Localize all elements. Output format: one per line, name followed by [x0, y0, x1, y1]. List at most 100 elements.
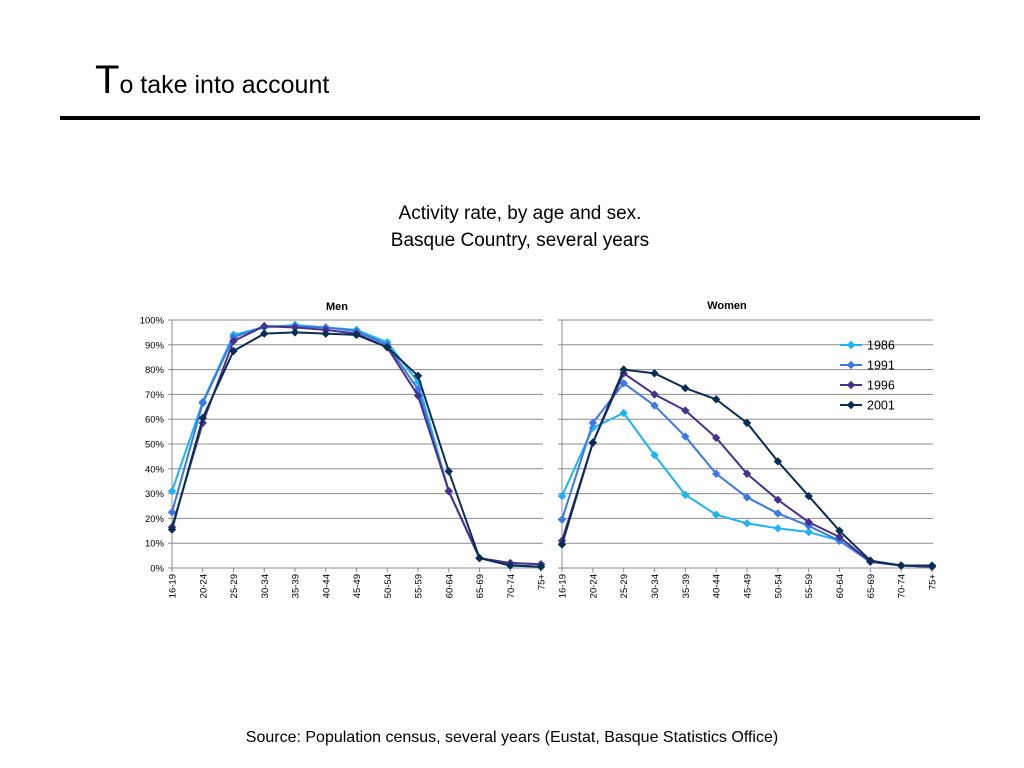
men-series-2001-point	[198, 413, 207, 423]
women-x-tick-label: 25-29	[619, 574, 630, 598]
women-series-2001-point	[866, 556, 875, 565]
women-x-tick-label: 65-69	[866, 574, 877, 598]
slide-title-rest: o take into account	[119, 71, 330, 99]
women-series-1986-point	[742, 519, 752, 528]
men-y-tick-label: 20%	[145, 514, 165, 525]
men-y-tick-label: 50%	[145, 440, 165, 451]
men-series-2001-point	[260, 329, 269, 338]
men-x-tick-label: 25-29	[229, 574, 240, 598]
men-series-1996-point	[413, 391, 423, 400]
women-x-tick-label: 75+	[928, 574, 939, 591]
women-series-2001-point	[650, 369, 659, 378]
women-series-1991-point	[557, 515, 567, 524]
men-series-2001-point	[536, 562, 546, 571]
women-series-1986-point	[619, 408, 628, 418]
chart-heading-line-1: Activity rate, by age and sex.	[398, 203, 642, 224]
men-y-tick-label: 60%	[145, 415, 165, 426]
legend-label-1996: 1996	[867, 379, 895, 393]
men-series-2001-point	[506, 561, 515, 570]
men-series-2001-point	[290, 328, 300, 337]
men-x-tick-label: 70-74	[506, 574, 517, 598]
source-note: Source: Population census, several years…	[245, 729, 779, 746]
women-series-2001-point	[711, 395, 721, 404]
men-series-1991-point	[198, 398, 207, 408]
women-series-1996-point	[650, 390, 659, 399]
men-y-tick-label: 70%	[145, 390, 165, 401]
women-series-1996-point	[835, 532, 844, 542]
women-x-tick-label: 30-34	[650, 574, 661, 598]
chart-heading: Activity rate, by age and sex. Basque Co…	[300, 200, 740, 254]
women-x-tick-label: 40-44	[712, 574, 723, 598]
chart-heading-line-2: Basque Country, several years	[390, 230, 650, 251]
women-series-1986-point	[773, 524, 783, 533]
men-y-tick-label: 90%	[145, 340, 165, 351]
men-series-1996-line	[171, 325, 542, 566]
men-x-tick-label: 55-59	[414, 574, 425, 598]
legend-label-1991: 1991	[867, 359, 895, 373]
women-series-2001-point	[804, 491, 813, 501]
men-series-1996-point	[260, 322, 269, 331]
men-series-2001-point	[444, 467, 453, 476]
women-x-tick-label: 45-49	[743, 574, 754, 598]
women-x-tick-label: 70-74	[897, 574, 908, 598]
men-x-tick-label: 65-69	[475, 574, 486, 598]
women-series-2001-point	[619, 365, 628, 374]
men-x-tick-label: 16-19	[168, 574, 179, 598]
women-series-1996-point	[773, 495, 783, 504]
women-series-1991-point	[681, 432, 690, 441]
women-chart: Women 16-19 20-24 25-29 30-34 35-39 40-44 45-49…	[558, 300, 939, 598]
men-x-tick-label: 40-44	[321, 574, 332, 598]
men-series-1996-point	[229, 336, 238, 346]
men-series-2001-point	[321, 329, 330, 338]
legend-marker-2001	[846, 400, 856, 410]
legend-label-2001: 2001	[867, 399, 895, 413]
women-series-1991-point	[742, 493, 752, 502]
women-x-tick-label: 55-59	[804, 574, 815, 598]
men-series-2001-point	[475, 553, 484, 563]
women-x-tick-label: 35-39	[681, 574, 692, 598]
men-series-1996-point	[290, 323, 300, 332]
men-x-tick-label: 30-34	[260, 574, 271, 598]
men-series-2001-point	[352, 330, 361, 340]
legend-marker-1986	[846, 340, 856, 350]
women-series-2001-point	[835, 526, 844, 535]
slide-title: To take into account	[95, 58, 329, 103]
men-x-tick-label: 45-49	[352, 574, 363, 598]
men-x-tick-label: 60-64	[444, 574, 455, 598]
men-y-tick-label: 100%	[140, 316, 165, 327]
women-series-1996-point	[711, 433, 721, 442]
men-x-tick-label: 50-54	[383, 574, 394, 598]
men-chart: Men 0% 10% 20% 30% 40% 50% 60% 70% 80% 90% 100% 16-1…	[140, 301, 548, 598]
women-series-2001-point	[681, 384, 690, 393]
women-x-tick-label: 60-64	[835, 574, 846, 598]
men-series-2001-line	[171, 331, 542, 568]
women-series-2001-point	[773, 457, 783, 466]
women-series-1996-point	[742, 469, 752, 478]
women-series-2001-point	[896, 561, 906, 570]
men-series-2001-point	[383, 343, 392, 352]
title-divider	[60, 116, 980, 120]
legend-marker-1996	[846, 380, 856, 390]
women-series-1986-point	[650, 450, 659, 460]
men-x-tick-label: 20-24	[198, 574, 209, 598]
women-series-1991-point	[619, 379, 628, 388]
legend-label-1986: 1986	[867, 339, 895, 353]
women-x-tick-label: 20-24	[588, 574, 599, 598]
women-series-1986-point	[681, 490, 690, 500]
men-y-tick-label: 10%	[145, 539, 165, 550]
men-series-2001-point	[167, 525, 177, 534]
women-legend: 1986 1991 1996 2001	[840, 339, 895, 413]
women-series-1986-point	[804, 527, 813, 537]
legend-marker-1991	[846, 360, 856, 370]
men-x-tick-label: 75+	[537, 574, 548, 591]
women-series-2001-point	[742, 418, 752, 428]
men-y-tick-label: 40%	[145, 464, 165, 475]
men-series-2001-point	[229, 346, 238, 356]
men-series-2001-point	[413, 371, 423, 380]
women-series-1996-point	[804, 517, 813, 527]
women-series-1991-point	[711, 469, 721, 478]
women-chart-title: Women	[707, 300, 747, 312]
women-x-tick-label: 16-19	[558, 574, 569, 598]
women-series-1991-point	[588, 418, 598, 428]
